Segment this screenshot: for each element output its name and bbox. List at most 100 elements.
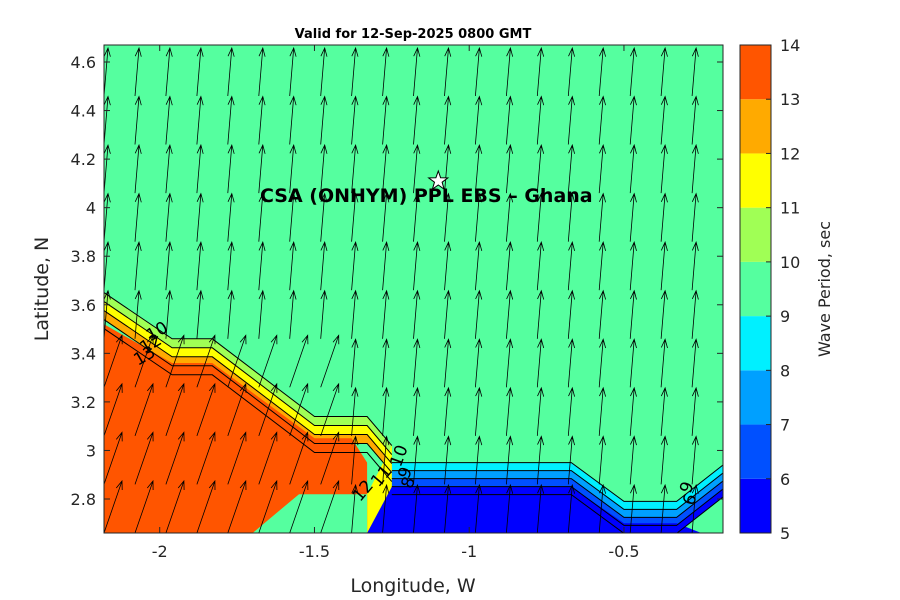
y-tick-label: 4.2: [71, 150, 96, 169]
arrow-4-3: [227, 334, 247, 388]
arrow-15-5: [567, 241, 575, 291]
contour-line-upper-4: [104, 328, 393, 482]
x-tick-label: -1: [461, 542, 477, 561]
arrow-0-1: [104, 431, 123, 485]
arrow-5-2: [258, 382, 278, 437]
contour-line-upper-0: [104, 292, 393, 446]
arrow-1-3: [134, 334, 154, 388]
site-star-icon: [427, 169, 450, 191]
arrow-11-3: [444, 338, 452, 388]
arrow-16-4: [598, 289, 606, 339]
colorbar-tick-label: 12: [780, 144, 800, 163]
arrow-12-6: [475, 192, 483, 242]
arrow-19-1: [691, 435, 699, 485]
arrow-18-1: [660, 435, 668, 485]
arrow-9-3: [382, 338, 390, 388]
contour-line-upper-3: [104, 319, 393, 473]
arrow-6-6: [289, 192, 297, 242]
arrow-6-5: [289, 241, 297, 291]
arrow-0-3: [104, 334, 123, 388]
arrow-0-4: [104, 289, 111, 339]
arrow-19-2: [691, 386, 699, 436]
colorbar-tick-label: 6: [780, 470, 790, 489]
arrow-10-0: [413, 483, 421, 533]
x-axis-label: Longitude, W: [350, 575, 476, 597]
arrow-13-3: [506, 338, 514, 388]
x-tick-label: -1.5: [299, 542, 330, 561]
band-lower-3: [391, 478, 723, 526]
arrow-10-5: [413, 241, 421, 291]
arrow-18-6: [660, 192, 668, 242]
arrow-18-9: [660, 46, 668, 97]
colorbar-segment-5: [740, 207, 771, 262]
arrow-12-4: [475, 289, 483, 339]
arrow-6-3: [289, 334, 309, 388]
arrow-18-5: [660, 241, 668, 291]
arrow-10-6: [413, 192, 421, 242]
arrow-9-9: [382, 46, 390, 97]
y-tick-label: 3: [86, 441, 96, 460]
arrow-0-8: [104, 95, 111, 145]
arrow-3-4: [196, 289, 204, 339]
arrow-18-7: [660, 143, 668, 194]
arrow-19-8: [691, 95, 699, 145]
arrow-7-1: [320, 431, 340, 485]
y-tick-label: 3.2: [71, 393, 96, 412]
arrow-19-6: [691, 192, 699, 242]
arrow-4-0: [227, 479, 247, 533]
arrow-9-2: [382, 386, 390, 436]
arrow-8-3: [351, 338, 359, 388]
arrow-7-6: [320, 192, 328, 242]
arrow-1-7: [134, 143, 142, 194]
arrow-1-2: [134, 382, 154, 437]
arrow-12-2: [475, 386, 483, 436]
y-tick-label: 2.8: [71, 490, 96, 509]
arrow-12-3: [475, 338, 483, 388]
arrow-7-0: [320, 479, 340, 533]
arrow-11-9: [444, 46, 452, 97]
arrow-14-1: [536, 435, 545, 485]
arrow-13-7: [506, 143, 514, 194]
arrow-0-2: [104, 382, 123, 437]
x-axis-ticks: -2 -1.5 -1 -0.5: [152, 45, 640, 561]
arrow-17-8: [629, 95, 637, 145]
colorbar-tick-label: 9: [780, 307, 790, 326]
band-low-core: [367, 486, 702, 533]
arrow-2-9: [165, 46, 173, 97]
arrow-3-3: [196, 334, 216, 388]
colorbar-tick-label: 5: [780, 524, 790, 543]
arrow-9-8: [382, 95, 390, 145]
arrow-15-0: [567, 483, 575, 533]
arrow-14-8: [536, 95, 545, 145]
arrow-4-6: [227, 192, 235, 242]
arrow-3-8: [196, 95, 204, 145]
arrow-9-0: [382, 483, 390, 533]
chart-title: Valid for 12-Sep-2025 0800 GMT: [295, 27, 532, 42]
arrow-16-6: [598, 192, 606, 242]
x-tick-label: -0.5: [608, 542, 639, 561]
arrow-11-4: [444, 289, 452, 339]
arrow-9-1: [382, 435, 390, 485]
arrow-12-7: [475, 143, 483, 194]
arrow-16-2: [598, 386, 606, 436]
arrow-17-2: [629, 386, 637, 436]
arrow-7-2: [320, 382, 340, 437]
arrow-14-6: [536, 192, 545, 242]
colorbar-segment-0: [740, 478, 771, 533]
y-tick-label: 3.4: [71, 344, 96, 363]
contour-lines: [104, 292, 723, 533]
arrow-9-5: [382, 241, 390, 291]
arrow-10-9: [413, 46, 421, 97]
arrow-7-7: [320, 143, 328, 194]
colorbar-tick-label: 14: [780, 36, 800, 55]
arrow-11-8: [444, 95, 452, 145]
arrow-12-0: [475, 483, 483, 533]
colorbar-tick-label: 11: [780, 199, 800, 218]
colorbar-frame: [739, 44, 772, 534]
contour-line-lower-3: [391, 486, 723, 526]
arrow-5-6: [258, 192, 266, 242]
arrow-15-4: [567, 289, 575, 339]
arrow-6-2: [289, 382, 309, 437]
arrow-15-9: [567, 46, 575, 97]
arrow-1-9: [134, 46, 142, 97]
